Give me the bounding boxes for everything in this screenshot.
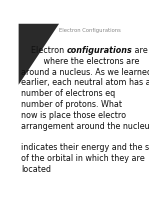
Text: around a nucleus. As we learned: around a nucleus. As we learned <box>21 68 149 76</box>
Text: where the electrons are: where the electrons are <box>21 57 139 66</box>
Text: indicates their energy and the shape: indicates their energy and the shape <box>21 143 149 152</box>
Text: Electron Configurations: Electron Configurations <box>59 28 121 33</box>
Text: number of electrons eq: number of electrons eq <box>21 89 115 98</box>
Text: located: located <box>21 165 51 174</box>
Text: number of protons. What: number of protons. What <box>21 100 122 109</box>
Polygon shape <box>19 24 59 85</box>
Text: are the: are the <box>132 46 149 55</box>
Text: configurations: configurations <box>67 46 132 55</box>
Text: arrangement around the nucleus that: arrangement around the nucleus that <box>21 122 149 131</box>
Text: Electron: Electron <box>21 46 67 55</box>
Text: earlier, each neutral atom has a: earlier, each neutral atom has a <box>21 78 149 87</box>
Text: now is place those electro: now is place those electro <box>21 111 126 120</box>
Text: of the orbital in which they are: of the orbital in which they are <box>21 154 145 163</box>
